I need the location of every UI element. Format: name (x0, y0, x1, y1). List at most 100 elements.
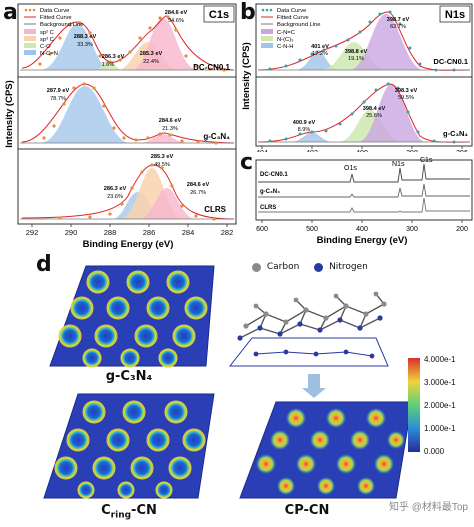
c1s-xtick: 290 (65, 228, 78, 237)
c1s-dccn-fit (20, 15, 235, 71)
c1s-dccn-peak-energy: 286.3 eV (102, 54, 125, 60)
survey-xtick: 500 (306, 226, 318, 233)
survey-sample-label: g-C₃N₄ (260, 189, 280, 195)
atom-legend: Carbon Nitrogen (252, 262, 368, 273)
survey-xtick: 600 (256, 226, 268, 233)
survey-xtick: 300 (406, 226, 418, 233)
n1s-legend: Data Curve Fitted Curve Background Line … (261, 8, 321, 50)
c1s-dccn-peak-energy: 288.3 eV (74, 34, 97, 40)
n1s-dccn-peak-pct: 63.7% (390, 24, 406, 30)
c1s-dccn-peak-pct: 22.4% (143, 59, 159, 65)
c1s-xtick: 282 (221, 228, 234, 237)
colorbar-label: 2.000e-1 (424, 401, 456, 410)
n1s-dccn-peak-pct: 19.1% (348, 56, 364, 62)
n1s-dccn-peak-energy: 401 eV (311, 44, 329, 50)
survey-sample-label: DC-CN0.1 (260, 172, 288, 178)
colorbar-label: 3.000e-1 (424, 378, 456, 387)
svg-text:C-N-H: C-N-H (277, 44, 293, 50)
c1s-tag: C1s (209, 9, 229, 21)
gcn-charge-density-map (49, 265, 215, 368)
c1s-gcn-sample: g-C₃N₄ (203, 132, 230, 141)
n1s-dccn-peak-energy: 398.7 eV (387, 17, 410, 23)
survey-xtick: 400 (356, 226, 368, 233)
n1s-gcn-peak-energy: 398.3 eV (395, 88, 418, 94)
n1s-gcn-peak-pct: 59.5% (398, 95, 414, 101)
c1s-clrs-datapoints (58, 163, 216, 221)
survey-sample-label: CLRS (260, 205, 276, 211)
svg-text:Fitted Curve: Fitted Curve (40, 15, 72, 21)
c1s-clrs-peak-pct: 26.7% (190, 190, 206, 196)
c1s-dccn-peak-pct: 33.3% (77, 42, 93, 48)
c1s-xtick: 288 (104, 228, 117, 237)
svg-text:Data Curve: Data Curve (277, 8, 306, 14)
cp-cn-map-label: CP-CN (284, 503, 330, 518)
n1s-gcn-peak-pct: 25.6% (366, 113, 382, 119)
c1s-xtick: 286 (143, 228, 156, 237)
c1s-clrs-peak-energy: 284.6 eV (187, 182, 210, 188)
colorbar-label: 4.000e-1 (424, 355, 456, 364)
n1s-ylabel: Intensity (CPS) (241, 42, 252, 110)
c1s-dccn-datapoints (38, 15, 226, 72)
c1s-gcn-datapoints (42, 82, 218, 145)
n1s-dccn-datapoints (268, 10, 456, 72)
svg-text:C-N=C: C-N=C (277, 30, 295, 36)
svg-text:Data Curve: Data Curve (40, 8, 69, 14)
n1s-xtick: 398 (406, 150, 418, 152)
n1s-tag: N1s (445, 9, 465, 21)
c1s-legend: Data Curve Fitted Curve Background Line … (24, 8, 84, 57)
survey-peak-label: N1s (392, 161, 405, 168)
c1s-dccn-peak-pct: 54.6% (168, 18, 184, 24)
c1s-clrs-peak-energy: 285.3 eV (151, 154, 174, 160)
c1s-gcn-peak-energy: 284.6 eV (159, 118, 182, 124)
panel-letter-a: a (3, 0, 18, 25)
c1s-clrs-sample: CLRS (204, 205, 226, 214)
n1s-gcn-sample: g-C₃N₄ (443, 129, 468, 138)
n1s-dccn-fit (257, 11, 471, 71)
c1s-xtick: 284 (182, 228, 195, 237)
xps-survey-panel: DC-CN0.1 g-C₃N₄ CLRS O1s N1s C1s 600 500… (255, 157, 473, 246)
panel-letter-b: b (240, 0, 256, 25)
watermark: 知乎 @材料最Top (388, 502, 468, 513)
c1s-xlabel: Binding Energy (eV) (83, 239, 174, 250)
carbon-legend-label: Carbon (266, 262, 300, 272)
cp-cn-charge-density-map (239, 401, 413, 499)
svg-text:N-(C)₃: N-(C)₃ (277, 37, 294, 43)
nitrogen-legend-label: Nitrogen (329, 262, 368, 272)
c1s-xtick: 292 (26, 228, 39, 237)
svg-text:Fitted Curve: Fitted Curve (277, 15, 309, 21)
n1s-gcn-fit (257, 83, 471, 143)
n1s-dccn-peak-energy: 398.8 eV (345, 49, 368, 55)
n1s-dccn-peak-pct: 17.2% (312, 51, 328, 57)
n1s-xtick: 402 (306, 150, 318, 152)
cp-cn-molecular-structure (228, 291, 389, 367)
c1s-clrs-peak-energy: 286.3 eV (104, 186, 127, 192)
cring-cn-charge-density-map (43, 393, 215, 499)
survey-peak-label: C1s (420, 157, 433, 164)
n1s-gcn-peak-pct: 8.9% (298, 127, 311, 133)
xps-n1s-panel: 404 402 400 398 396 Intensity (CPS) N1s … (241, 3, 473, 152)
gcn-map-label: g-C₃N₄ (105, 369, 153, 384)
survey-spectra (258, 163, 470, 213)
svg-text:Background Line: Background Line (277, 22, 321, 28)
c1s-clrs-peak-pct: 49.5% (154, 162, 170, 168)
c1s-clrs-fit (20, 164, 235, 220)
xps-c1s-panel: 292 290 288 286 284 282 Binding Energy (… (4, 3, 237, 250)
c1s-clrs-peak-pct: 23.6% (107, 194, 123, 200)
svg-text:C-O: C-O (40, 44, 51, 50)
nitrogen-atom-icon (314, 262, 324, 272)
survey-peak-label: O1s (344, 165, 357, 172)
svg-text:Background Line: Background Line (40, 22, 84, 28)
c1s-dccn-peak-pct: 1.6% (102, 62, 115, 68)
c1s-dccn-peak-energy: 285.3 eV (140, 51, 163, 57)
panel-letter-d: d (36, 252, 52, 277)
colorbar: 4.000e-1 3.000e-1 2.000e-1 1.000e-1 0.00… (408, 355, 456, 456)
svg-text:sp³ C: sp³ C (40, 37, 54, 43)
c1s-dccn-peak-energy: 284.6 eV (165, 10, 188, 16)
carbon-atom-icon (252, 262, 261, 272)
svg-text:sp² C: sp² C (40, 30, 54, 36)
n1s-gcn-datapoints (268, 82, 456, 144)
down-arrow-shaft (308, 374, 320, 390)
n1s-xtick: 396 (456, 150, 468, 152)
c1s-ylabel: Intensity (CPS) (4, 80, 15, 148)
c1s-gcn-peak-energy: 287.9 eV (47, 88, 70, 94)
